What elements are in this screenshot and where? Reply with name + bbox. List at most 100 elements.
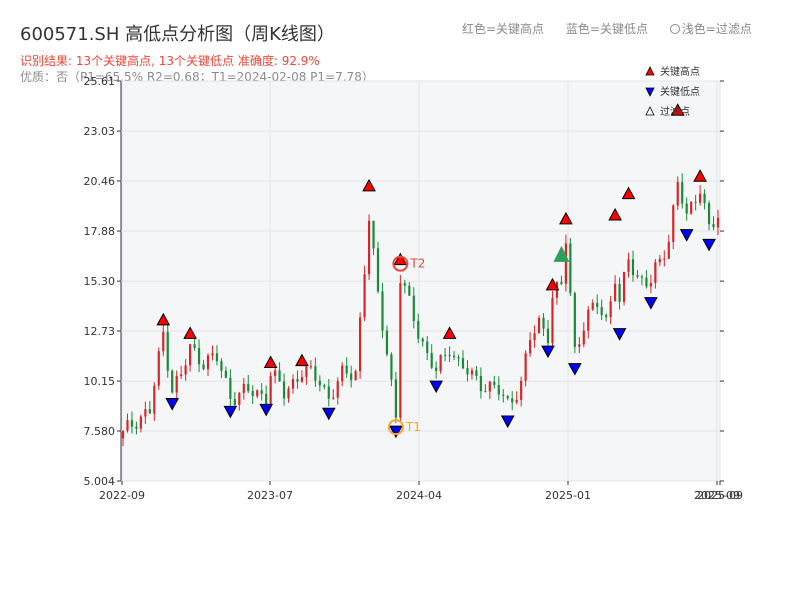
- candle-body: [493, 381, 496, 386]
- candle-body: [712, 224, 715, 228]
- markers-layer: [156, 103, 716, 439]
- high-point-marker: [393, 252, 408, 266]
- high-point-marker: [693, 169, 707, 182]
- candle-body: [640, 276, 644, 278]
- candle-body: [367, 220, 371, 275]
- candle-body: [542, 317, 545, 329]
- candle-body: [685, 203, 688, 214]
- x-tick-label: 2025-09: [694, 489, 740, 502]
- candle-body: [578, 344, 581, 347]
- y-tick-label: 15.30: [84, 275, 116, 288]
- chart-title: 600571.SH 高低点分析图（周K线图）: [20, 24, 335, 45]
- y-axis-ticks: 5.004 7.580 10.15 12.73 15.30 17.88 20.46 23.03…: [84, 75, 724, 488]
- candle-body: [520, 380, 523, 400]
- candle-body: [546, 328, 550, 344]
- candle-body: [278, 370, 281, 382]
- high-point-marker: [156, 312, 171, 326]
- candle-body: [381, 291, 384, 331]
- high-point-marker: [670, 103, 685, 116]
- candle-body: [587, 309, 590, 331]
- color-key-high: 红色=关键高点: [462, 22, 545, 36]
- candle-body: [658, 258, 661, 263]
- candle-body: [260, 390, 263, 394]
- candle-body: [189, 344, 192, 366]
- candle-body: [247, 383, 250, 392]
- candle-body: [157, 351, 160, 386]
- candle-body: [444, 354, 447, 356]
- candle-body: [148, 409, 151, 414]
- candle-body: [430, 353, 433, 368]
- candle-body: [135, 426, 138, 429]
- x-tick-label: 2022-09: [99, 489, 145, 502]
- candle-body: [497, 385, 500, 395]
- y-tick-label: 25.61: [84, 75, 116, 88]
- candle-body: [470, 370, 474, 375]
- candle-body: [488, 381, 491, 392]
- circle-icon: [669, 24, 680, 34]
- low-point-marker: [429, 380, 444, 394]
- candle-body: [229, 377, 232, 399]
- candle-body: [296, 379, 299, 382]
- candle-body: [202, 364, 205, 370]
- low-point-marker: [567, 363, 582, 376]
- candle-body: [466, 368, 469, 375]
- candle-body: [126, 420, 129, 431]
- y-tick-label: 17.88: [84, 225, 116, 238]
- candle-body: [314, 366, 317, 381]
- candle-body: [153, 385, 156, 414]
- candle-body: [649, 282, 652, 287]
- candle-body: [323, 385, 326, 387]
- candle-body: [448, 354, 451, 356]
- candle-body: [681, 182, 684, 204]
- candle-body: [215, 353, 219, 362]
- recognition-result-text: 识别结果: 13个关键高点, 13个关键低点 准确度: 92.9%: [20, 54, 320, 68]
- candle-body: [345, 365, 348, 374]
- legend-low-icon: [645, 87, 655, 97]
- candle-body: [573, 293, 576, 347]
- candle-body: [256, 390, 259, 397]
- candle-body: [318, 380, 321, 386]
- high-point-marker: [295, 353, 309, 367]
- candle-body: [502, 394, 505, 396]
- candle-body: [354, 371, 357, 381]
- candle-body: [171, 370, 174, 393]
- high-point-marker: [545, 277, 560, 291]
- legend-high-icon: [645, 66, 655, 76]
- color-key-legend: 红色=关键高点 蓝色=关键低点 浅色=过滤点: [462, 20, 770, 37]
- candle-body: [166, 331, 169, 371]
- annotation-circle: [392, 255, 409, 272]
- low-point-marker: [541, 345, 555, 359]
- high-point-marker: [183, 326, 197, 339]
- candle-body: [551, 297, 554, 344]
- candle-body: [233, 398, 236, 405]
- candle-body: [435, 367, 438, 372]
- candle-body: [506, 395, 509, 399]
- high-point-marker: [362, 178, 376, 192]
- high-point-marker: [442, 326, 457, 339]
- candle-body: [600, 307, 603, 316]
- candle-body: [694, 201, 697, 203]
- legend-high-label: 关键高点: [660, 65, 700, 78]
- candle-body: [699, 193, 702, 203]
- candle-body: [359, 317, 362, 372]
- candle-body: [287, 388, 290, 399]
- filtered-point-marker: [553, 245, 570, 262]
- candle-body: [421, 338, 424, 342]
- candle-body: [206, 355, 210, 370]
- candle-body: [605, 315, 608, 318]
- candle-body: [636, 275, 639, 277]
- candle-body: [376, 248, 380, 292]
- low-point-marker: [165, 398, 180, 411]
- candle-body: [350, 373, 353, 381]
- candle-body: [631, 259, 635, 276]
- candle-body: [184, 365, 187, 375]
- low-point-marker: [702, 238, 716, 252]
- candle-body: [162, 331, 165, 352]
- candle-body: [144, 409, 147, 417]
- candle-body: [180, 374, 183, 377]
- candle-body: [197, 347, 201, 365]
- candle-body: [560, 281, 563, 284]
- candle-body: [220, 361, 223, 371]
